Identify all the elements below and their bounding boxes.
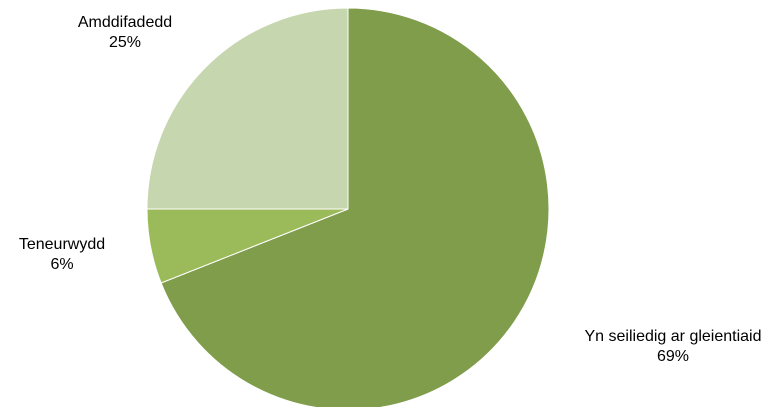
pie-slice-1 <box>160 7 550 407</box>
slice-percent-label: 6% <box>50 256 73 273</box>
slice-category-label: Yn seiliedig ar gleientiaid <box>585 328 762 345</box>
slice-category-label: Amddifadedd <box>78 14 172 31</box>
slice-percent-label: 25% <box>109 34 141 51</box>
pie-slice-3 <box>146 7 349 210</box>
slice-percent-label: 69% <box>657 348 689 365</box>
slice-category-label: Teneurwydd <box>19 236 105 253</box>
